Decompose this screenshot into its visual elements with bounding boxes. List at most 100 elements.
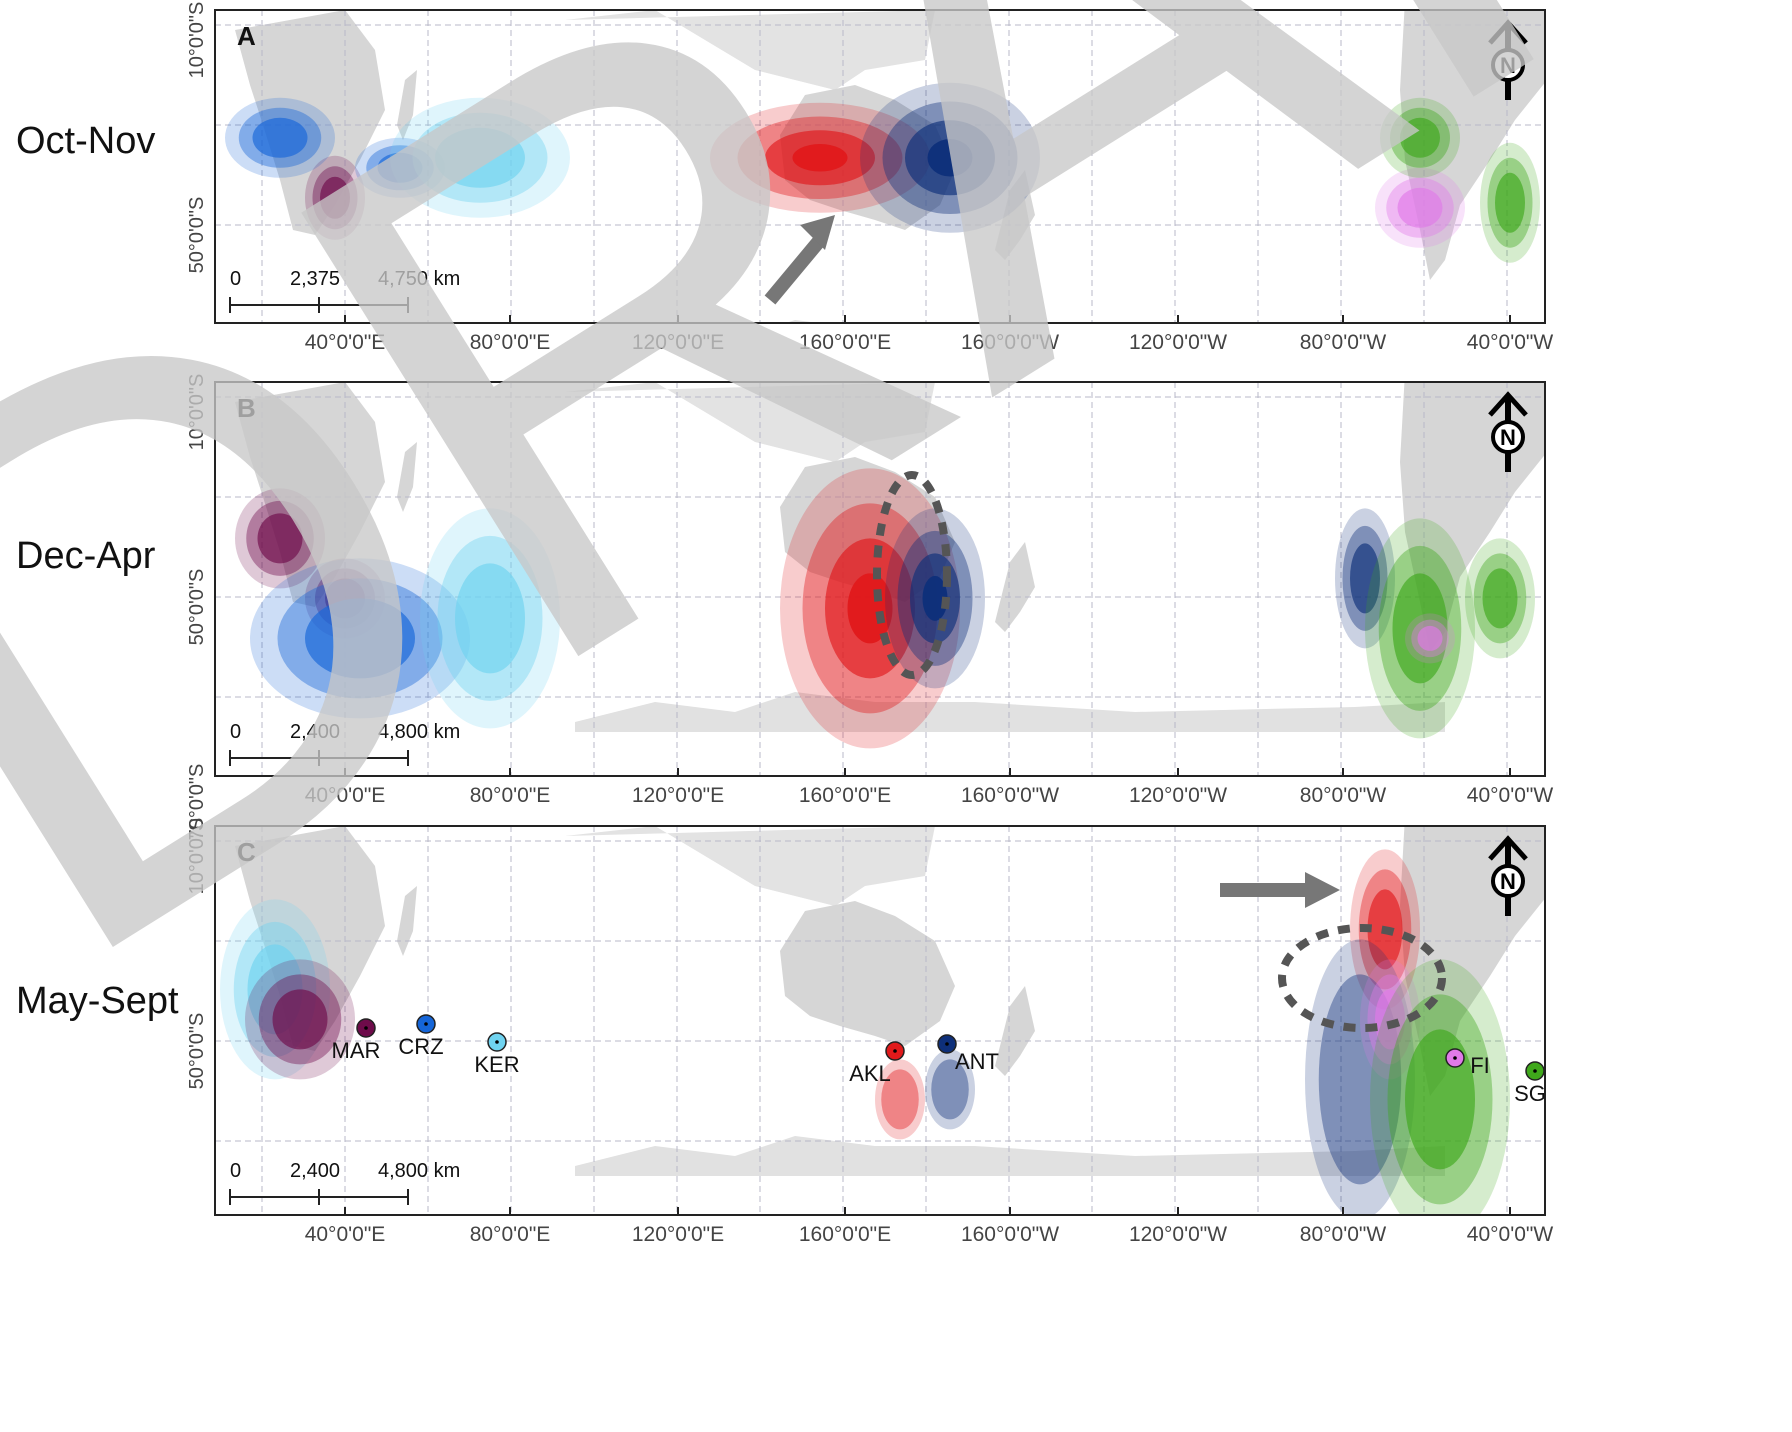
lon-tick-label: 40°0'0"W [1467,784,1554,807]
lon-tick-label: 160°0'0"W [961,331,1059,354]
lon-tick-label: 160°0'0"E [799,784,891,807]
lon-tick-label: 120°0'0"E [632,784,724,807]
lon-tick-label: 120°0'0"W [1129,784,1227,807]
scale-bar-label: 2,400 [290,721,340,743]
colony-label-ant: ANT [955,1049,999,1074]
lon-tick-label: 40°0'0"E [305,784,386,807]
lat-tick-label: 50°0'0"S [186,197,208,274]
lon-tick-label: 120°0'0"W [1129,331,1227,354]
annotation-dotted-ellipse-c [1278,924,1446,1032]
density-fi-layer-2 [1375,989,1405,1050]
panel-letter: B [237,393,256,423]
density-fi-layer-2 [1397,187,1443,228]
lat-tick-label: 70°0'0"S [186,764,208,841]
density-crz-layer-2 [305,598,415,679]
north-arrow-head [1488,391,1528,417]
density-crz-layer-2 [252,117,308,158]
colony-marker-dot [893,1049,897,1053]
density-ker-layer-2 [435,127,525,188]
density-sg-2-layer-2 [1482,568,1518,629]
density-sg-2-layer-2 [1495,172,1525,233]
colony-label-mar: MAR [332,1038,381,1063]
colony-label-ker: KER [474,1052,519,1077]
scale-bar-label: 0 [230,268,241,290]
panel-content [215,382,1545,776]
lon-tick-label: 40°0'0"E [305,331,386,354]
scale-bar-label: 4,800 km [378,721,460,743]
lon-tick-label: 120°0'0"W [1129,1223,1227,1246]
map-panel-b: B N 0 2,400 4,800 km 40°0'0"E 80°0'0"E 120°0'0"… [186,374,1554,841]
density-sg-layer-2 [1392,573,1448,684]
density-akl-layer-1 [881,1069,919,1130]
panel-content [215,10,1545,323]
scale-bar-label: 2,400 [290,1160,340,1182]
density-ant-layer-3 [927,139,973,177]
colony-marker-dot [945,1042,949,1046]
scale-bar-label: 2,375 [290,268,340,290]
scale-bar-label: 0 [230,1160,241,1182]
panel-letter: A [237,21,256,51]
colony-label-crz: CRZ [398,1034,443,1059]
annotation-arrow-c-head [1305,872,1340,908]
panel-frame [214,825,1546,1216]
lon-tick-label: 80°0'0"W [1300,331,1387,354]
density-ant-layer-1 [931,1059,969,1120]
colony-label-fi: FI [1470,1053,1490,1078]
density-mar-layer-2 [272,989,328,1050]
north-arrow-label: N [1500,425,1516,450]
density-ant-2-layer-2 [1350,543,1380,614]
density-sg-layer-2 [1400,117,1440,158]
density-mar-layer-2 [320,176,350,219]
colony-markers: MAR CRZ KER AKL ANT FI SG [332,1014,1546,1106]
panel-letter: C [237,837,256,867]
lon-tick-label: 120°0'0"E [632,1223,724,1246]
annotation-arrow-a [764,235,826,305]
season-label-may-sept: May-Sept [16,980,179,1022]
colony-label-akl: AKL [849,1061,891,1086]
density-akl-layer-3 [792,144,848,172]
colony-marker-dot [364,1026,368,1030]
panel-frame [214,381,1546,777]
colony-marker-dot [1533,1069,1537,1073]
north-arrow-circle [1491,420,1525,454]
colony-marker-dot [1453,1056,1457,1060]
colony-marker-dot [495,1040,499,1044]
lon-tick-label: 160°0'0"W [961,1223,1059,1246]
scale-bar-label: 4,800 km [378,1160,460,1182]
north-arrow-label: N [1500,53,1516,78]
colony-marker-dot [424,1022,428,1026]
north-arrow-circle [1491,48,1525,82]
density-fi-layer-2 [1417,625,1443,651]
north-arrow-head [1488,19,1528,45]
density-sg-layer-2 [1405,1029,1475,1170]
season-label-dec-apr: Dec-Apr [16,535,156,577]
density-ker-layer-2 [455,563,525,674]
density-crz-2-layer-2 [377,152,423,183]
lon-tick-label: 40°0'0"W [1467,1223,1554,1246]
lat-tick-label: 10°0'0"S [186,2,208,79]
lon-tick-label: 40°0'0"E [305,1223,386,1246]
colony-label-sg: SG [1514,1081,1546,1106]
annotation-dotted-ellipse-b [873,471,951,679]
lat-tick-label: 10°0'0"S [186,374,208,451]
lon-tick-label: 80°0'0"E [470,784,551,807]
season-label-oct-nov: Oct-Nov [16,120,156,162]
lon-tick-label: 80°0'0"E [470,331,551,354]
lon-tick-label: 40°0'0"W [1467,331,1554,354]
lon-tick-label: 80°0'0"W [1300,1223,1387,1246]
lat-tick-label: 50°0'0"S [186,1013,208,1090]
lon-tick-label: 120°0'0"E [632,331,724,354]
lat-tick-label: 10°0'0"S [186,818,208,895]
density-ant-layer-3 [922,575,948,621]
lon-tick-label: 160°0'0"E [799,1223,891,1246]
north-arrow-label: N [1500,869,1516,894]
lon-tick-label: 80°0'0"W [1300,784,1387,807]
density-akl-layer-0 [875,1059,925,1140]
lon-tick-label: 160°0'0"W [961,784,1059,807]
density-mar-layer-2 [257,513,303,564]
panel-frame [214,9,1546,324]
lat-tick-label: 50°0'0"S [186,569,208,646]
density-ant-layer-0 [925,1049,975,1130]
lon-tick-label: 80°0'0"E [470,1223,551,1246]
